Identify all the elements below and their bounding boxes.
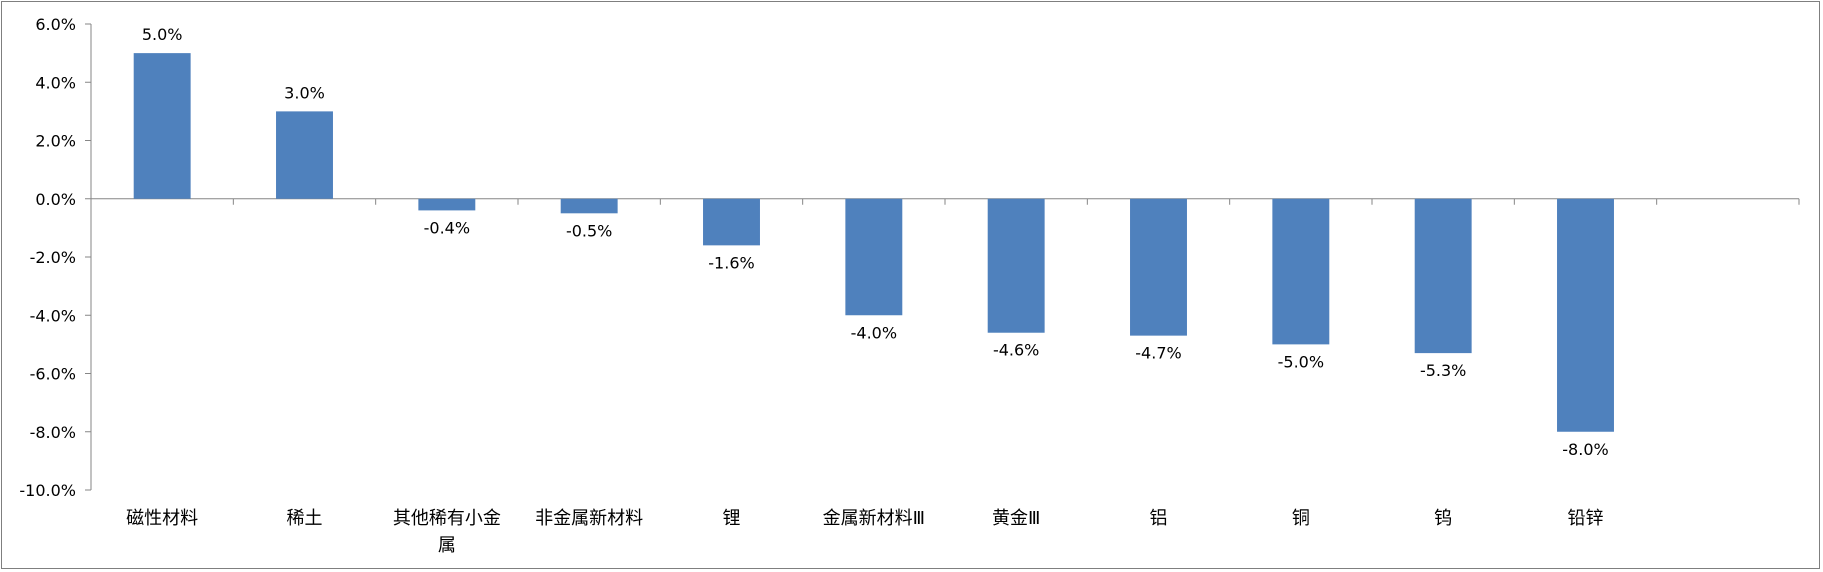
x-tick-label: 钨 — [1434, 508, 1452, 529]
bar — [418, 198, 476, 211]
x-tick-label: 铝 — [1150, 508, 1168, 529]
y-tick-label: -10.0% — [19, 481, 76, 500]
bar — [1557, 198, 1614, 432]
y-tick-label: 2.0% — [35, 132, 76, 151]
y-tick-label: -4.0% — [30, 306, 76, 325]
bar — [1272, 198, 1330, 345]
x-tick-label: 属 — [438, 535, 456, 556]
data-label: -4.6% — [993, 341, 1039, 360]
x-tick-label: 稀土 — [287, 508, 323, 529]
x-tick-label: 黄金Ⅲ — [992, 508, 1040, 529]
y-tick-label: -8.0% — [30, 423, 76, 442]
x-tick-label: 铅锌 — [1568, 508, 1604, 529]
data-label: -1.6% — [708, 253, 754, 272]
y-tick-label: 4.0% — [35, 73, 76, 92]
data-label: -8.0% — [1562, 440, 1608, 459]
x-tick-label: 锂 — [723, 508, 741, 529]
x-tick-label: 其他稀有小金 — [393, 508, 501, 529]
data-label: -5.3% — [1420, 361, 1466, 380]
data-label: -0.4% — [424, 218, 470, 237]
data-label: -5.0% — [1278, 352, 1324, 371]
bar — [1414, 198, 1472, 354]
data-label: -0.5% — [566, 221, 612, 240]
bar — [276, 111, 333, 199]
y-tick-label: 6.0% — [35, 15, 76, 34]
data-label: 3.0% — [284, 83, 325, 102]
bar — [1130, 198, 1187, 336]
bar — [133, 53, 191, 199]
x-tick-label: 金属新材料Ⅲ — [823, 508, 925, 529]
x-tick-label: 磁性材料 — [126, 508, 198, 529]
x-tick-label: 铜 — [1292, 508, 1310, 529]
data-label: 5.0% — [142, 25, 183, 44]
y-tick-label: 0.0% — [35, 190, 76, 209]
data-label: -4.0% — [851, 323, 897, 342]
bar — [845, 198, 903, 316]
bar — [987, 198, 1045, 333]
y-tick-label: -2.0% — [30, 248, 76, 267]
bar — [560, 198, 618, 214]
data-label: -4.7% — [1135, 344, 1181, 363]
x-tick-label: 非金属新材料 — [535, 508, 643, 529]
bar — [703, 198, 760, 246]
y-tick-label: -6.0% — [30, 365, 76, 384]
